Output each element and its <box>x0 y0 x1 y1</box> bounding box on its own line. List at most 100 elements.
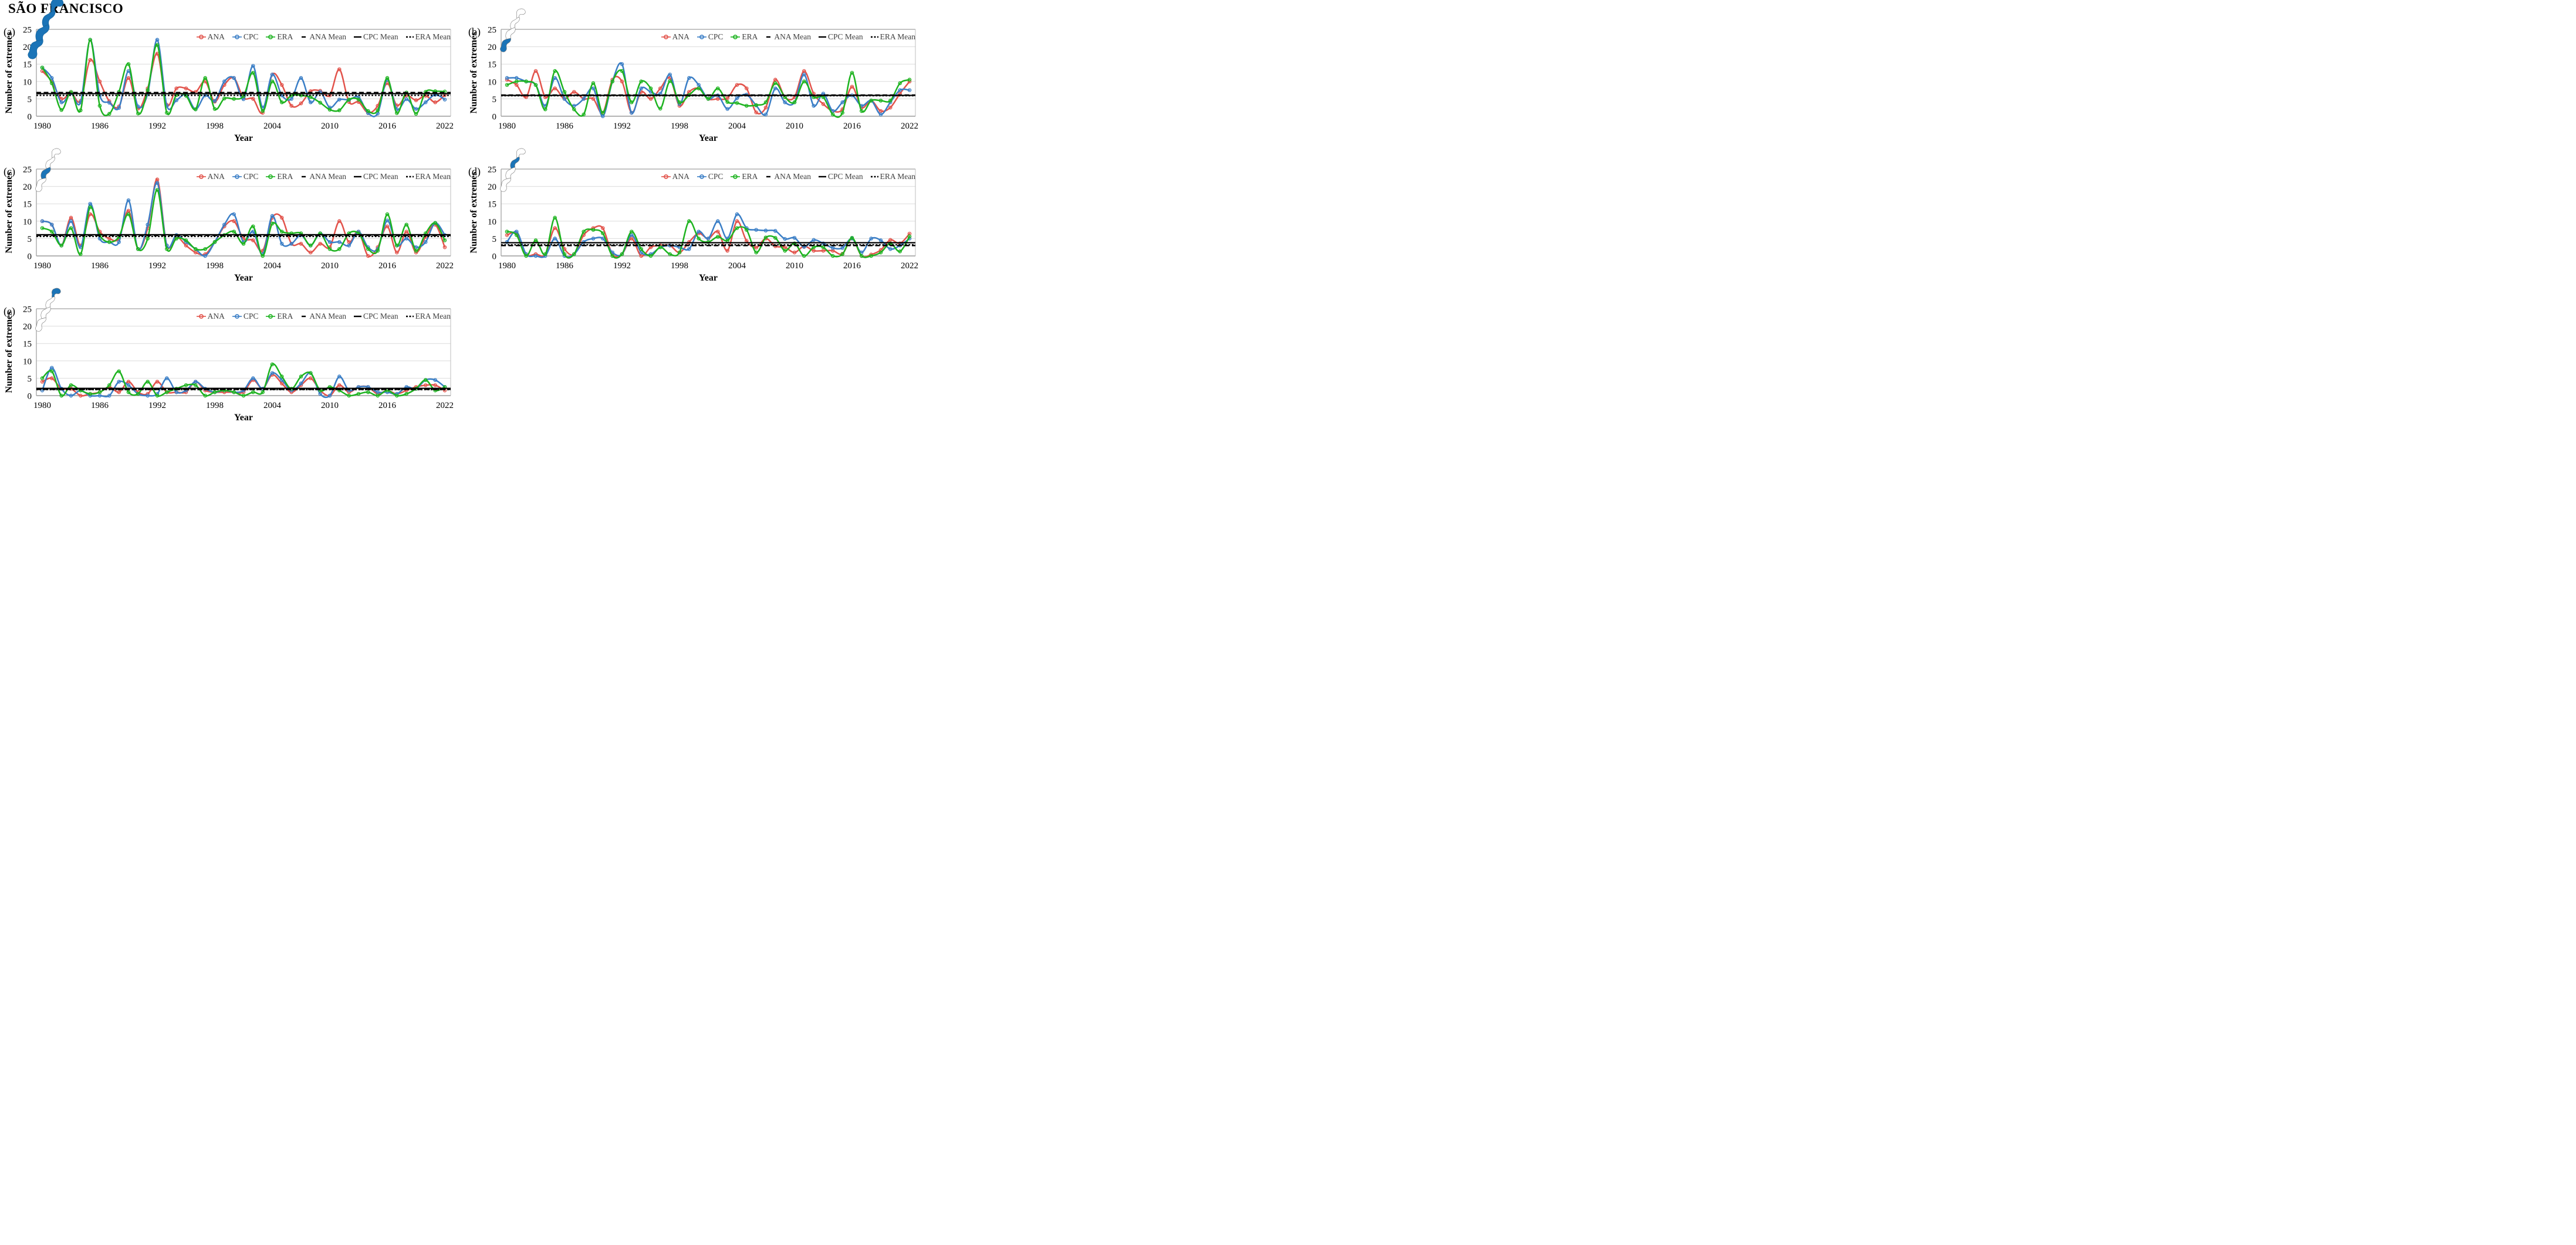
era-marker <box>869 254 873 258</box>
cpc-marker <box>533 254 538 258</box>
era-marker <box>146 88 150 92</box>
era-marker <box>658 245 662 249</box>
era-marker <box>40 226 45 230</box>
ana-marker <box>251 97 255 101</box>
cpc-marker <box>50 366 54 370</box>
legend-item-cpc-mean: CPC Mean <box>353 172 398 181</box>
cpc-marker <box>572 103 576 108</box>
legend-item-ana: ANA <box>196 32 225 42</box>
legend-item-era: ERA <box>731 172 758 181</box>
ana-marker <box>442 245 447 249</box>
cpc-marker <box>591 86 596 90</box>
era-marker <box>155 393 160 398</box>
ana-marker <box>433 100 437 104</box>
x-axis-title: Year <box>699 273 718 283</box>
basin-region-south <box>28 39 43 59</box>
legend-item-cpc: CPC <box>232 32 258 42</box>
x-tick-label: 1986 <box>556 261 574 271</box>
era-marker <box>869 99 873 103</box>
ana-marker <box>533 69 538 73</box>
basin-region-north <box>510 16 520 29</box>
era-marker <box>433 221 437 225</box>
cpc-marker <box>212 99 217 103</box>
era-marker <box>562 252 567 257</box>
ana-marker <box>117 390 121 394</box>
legend-item-cpc: CPC <box>697 172 723 181</box>
ana-marker <box>687 240 691 244</box>
cpc-marker <box>697 83 701 87</box>
y-tick-label: 20 <box>23 322 32 332</box>
cpc-marker <box>280 242 284 246</box>
ana-marker <box>299 242 303 246</box>
basin-region-north <box>510 156 520 169</box>
basin-region-south <box>500 177 511 192</box>
legend-item-era: ERA <box>266 172 293 181</box>
figure-page: SÃO FRANCISCO (a) 0 5 10 15 20 25 1980 1986 1992… <box>0 0 920 445</box>
era-marker <box>395 243 399 248</box>
x-tick-label: 1998 <box>671 261 688 271</box>
era-marker <box>783 248 787 253</box>
cpc-marker <box>414 107 418 111</box>
ana-mean-line-icon <box>766 36 771 38</box>
era-marker <box>318 100 322 105</box>
y-tick-label: 0 <box>492 113 497 122</box>
cpc-marker <box>601 237 605 241</box>
cpc-marker <box>376 390 380 394</box>
ana-marker <box>821 248 826 253</box>
ana-marker <box>174 86 178 90</box>
cpc-marker <box>251 376 255 380</box>
x-tick-label: 2004 <box>728 122 746 131</box>
legend-item-ana-mean: ANA Mean <box>300 312 346 321</box>
cpc-marker <box>754 228 758 232</box>
legend-item-era-mean: ERA Mean <box>405 312 451 321</box>
x-tick-label: 2016 <box>843 261 861 271</box>
x-tick-label: 2010 <box>786 122 803 131</box>
x-tick-label: 1992 <box>148 261 166 271</box>
cpc-marker <box>222 79 227 84</box>
era-marker <box>620 252 624 257</box>
y-tick-label: 0 <box>28 392 32 401</box>
era-marker <box>860 254 864 258</box>
ana-marker <box>878 248 883 252</box>
cpc-marker <box>146 393 150 398</box>
y-axis-title: Number of extremes <box>469 172 479 254</box>
era-marker <box>232 230 236 234</box>
ana-marker <box>155 380 160 384</box>
era-marker <box>270 79 275 84</box>
y-tick-label: 25 <box>488 166 496 175</box>
cpc-marker <box>97 393 102 398</box>
era-marker <box>725 100 729 104</box>
era-marker <box>515 233 519 237</box>
era-marker <box>639 79 643 84</box>
era-marker <box>299 374 303 379</box>
cpc-marker <box>117 380 121 384</box>
ana-marker <box>126 208 131 213</box>
era-marker <box>50 230 54 234</box>
era-marker <box>261 109 265 113</box>
cpc-marker <box>309 100 313 104</box>
ana-marker <box>40 380 45 384</box>
figure-title: SÃO FRANCISCO <box>8 1 124 16</box>
ana-mean-line-icon <box>302 315 306 318</box>
era-series-line <box>41 189 446 257</box>
ana-marker <box>745 86 749 90</box>
legend-item-ana: ANA <box>196 172 225 181</box>
era-marker <box>773 235 777 240</box>
cpc-marker <box>553 237 557 241</box>
era-marker <box>40 376 45 380</box>
ana-marker <box>97 79 102 84</box>
ana-marker <box>309 250 313 255</box>
cpc-marker <box>735 212 739 217</box>
y-tick-label: 15 <box>23 200 32 210</box>
cpc-marker <box>831 109 835 113</box>
cpc-marker <box>639 250 643 255</box>
era-marker <box>385 212 390 217</box>
era-marker <box>270 221 275 226</box>
era-marker <box>745 228 749 232</box>
era-marker <box>165 390 169 394</box>
era-marker <box>366 390 370 394</box>
ana-marker <box>648 97 653 101</box>
era-marker <box>898 81 902 86</box>
cpc-marker-icon <box>697 35 706 39</box>
basin-region-northeast <box>516 148 526 158</box>
